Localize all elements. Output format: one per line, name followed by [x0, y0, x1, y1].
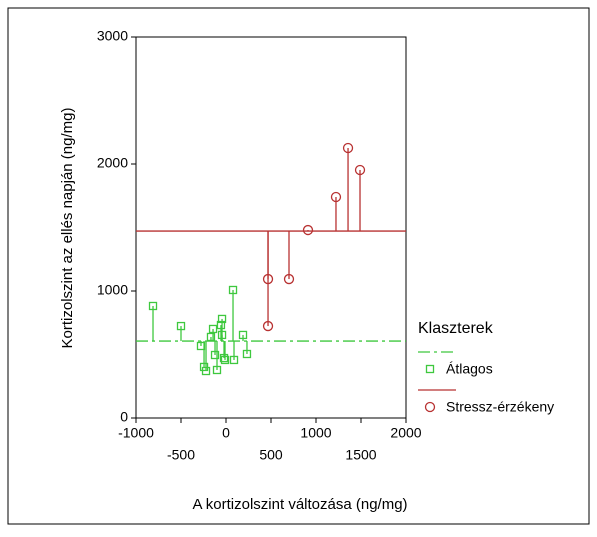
legend-label: Átlagos — [446, 361, 493, 377]
point — [354, 164, 366, 176]
point — [229, 355, 239, 365]
x-tick-label: 0 — [222, 425, 230, 441]
x-tick-label: -500 — [167, 447, 195, 463]
x-tick-label: 1000 — [300, 425, 331, 441]
legend-marker — [424, 401, 436, 413]
legend-title: Klaszterek — [418, 320, 494, 337]
point — [219, 353, 229, 363]
point — [212, 365, 222, 375]
point — [201, 366, 211, 376]
legend-label: Stressz-érzékeny — [446, 399, 554, 415]
point — [216, 320, 226, 330]
y-tick-label: 0 — [120, 409, 128, 425]
point — [302, 224, 314, 236]
point — [242, 349, 252, 359]
y-tick-label: 1000 — [97, 282, 128, 298]
point — [262, 320, 274, 332]
frame — [7, 7, 590, 525]
x-tick-label: 500 — [259, 447, 283, 463]
point — [238, 330, 248, 340]
x-axis-title: A kortizolszint változása (ng/mg) — [192, 496, 407, 513]
point — [220, 355, 230, 365]
point — [148, 301, 158, 311]
x-tick-label: 1500 — [345, 447, 376, 463]
point — [206, 332, 216, 342]
point — [342, 142, 354, 154]
y-axis-title: Kortizolszint az ellés napján (ng/mg) — [59, 108, 76, 349]
point — [330, 191, 342, 203]
point — [176, 321, 186, 331]
point — [217, 330, 227, 340]
point — [228, 285, 238, 295]
legend-marker — [425, 364, 435, 374]
x-tick-label: -1000 — [118, 425, 154, 441]
point — [208, 324, 218, 334]
point — [283, 273, 295, 285]
x-tick-label: 2000 — [390, 425, 421, 441]
y-tick-label: 3000 — [97, 28, 128, 44]
plot-area — [135, 36, 407, 419]
y-tick-label: 2000 — [97, 155, 128, 171]
point — [217, 314, 227, 324]
point — [210, 350, 220, 360]
